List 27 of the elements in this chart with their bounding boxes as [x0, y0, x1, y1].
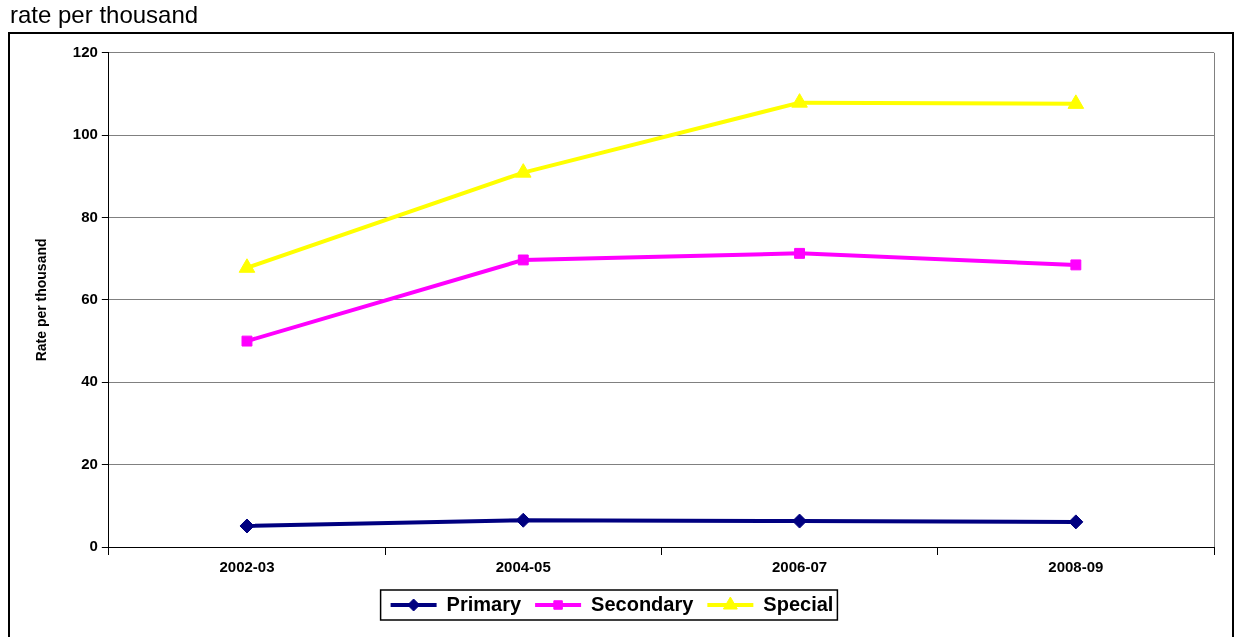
- y-tick-label: 40: [81, 372, 98, 390]
- y-tick-label: 60: [81, 290, 98, 308]
- x-tick-label: 2006-07: [772, 558, 828, 576]
- legend-label: Primary: [446, 592, 522, 615]
- y-tick-label: 80: [81, 207, 98, 225]
- y-tick-label: 20: [81, 454, 98, 472]
- y-tick-label: 100: [72, 125, 98, 143]
- y-axis-title: Rate per thousand: [33, 238, 50, 362]
- x-tick-label: 2008-09: [1048, 558, 1104, 576]
- legend-label: Special: [763, 592, 834, 615]
- point: [514, 163, 532, 178]
- point: [241, 335, 253, 347]
- point: [1067, 94, 1085, 109]
- chart-title: rate per thousand: [10, 1, 199, 29]
- point: [791, 93, 808, 108]
- x-tick-label: 2004-05: [495, 558, 551, 576]
- point: [517, 254, 529, 266]
- legend-label: Secondary: [591, 592, 695, 615]
- point: [1070, 259, 1082, 271]
- y-tick-label: 120: [72, 42, 98, 60]
- point: [239, 518, 255, 534]
- point: [238, 258, 256, 273]
- x-tick-label: 2002-03: [219, 558, 275, 576]
- y-tick-label: 0: [89, 537, 98, 555]
- point: [1068, 514, 1084, 530]
- point: [794, 247, 806, 259]
- point: [515, 512, 531, 528]
